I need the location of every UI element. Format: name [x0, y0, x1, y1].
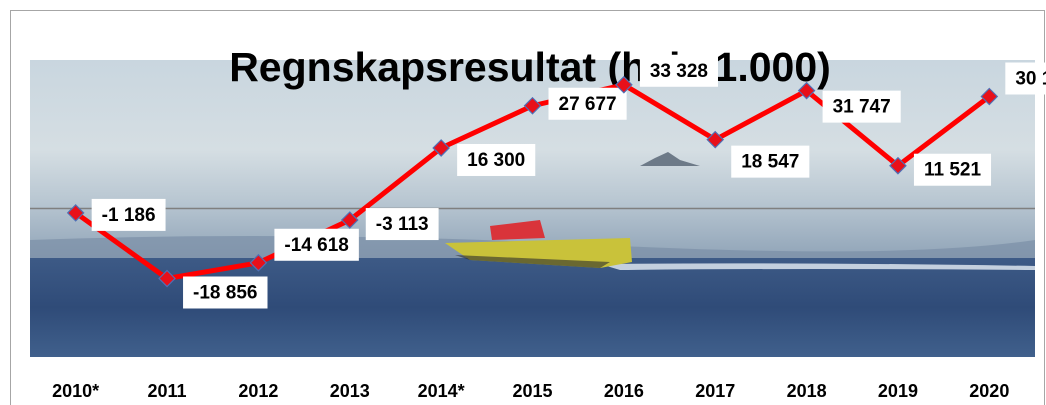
- chart: Regnskapsresultat (hele 1.000) 2010* 2011…: [0, 0, 1046, 405]
- x-tick-label: 2020: [969, 381, 1009, 401]
- page: {"chart_data": {"type": "line", "title":…: [0, 0, 1046, 405]
- x-tick-label: 2016: [604, 381, 644, 401]
- x-tick-label: 2012: [238, 381, 278, 401]
- value-label: 31 747: [833, 97, 891, 118]
- value-label: -14 618: [284, 235, 348, 256]
- value-label: 16 300: [467, 150, 525, 171]
- x-tick-label: 2017: [695, 381, 735, 401]
- value-label: 11 521: [924, 160, 981, 181]
- x-tick-label: 2010*: [52, 381, 99, 401]
- x-tick-label: 2011: [148, 381, 187, 401]
- x-tick-label: 2015: [512, 381, 552, 401]
- value-label: 30 168: [1015, 69, 1046, 90]
- value-label: -18 856: [193, 283, 257, 304]
- x-tick-label: 2019: [878, 381, 918, 401]
- value-label: 33 328: [650, 61, 708, 82]
- x-tick-label: 2013: [330, 381, 370, 401]
- value-label: 27 677: [559, 94, 617, 115]
- chart-title: Regnskapsresultat (hele 1.000): [229, 44, 831, 90]
- x-tick-label: 2014*: [418, 381, 465, 401]
- value-label: 18 547: [741, 152, 799, 173]
- value-label: -1 186: [102, 205, 156, 226]
- value-label: -3 113: [376, 214, 429, 235]
- x-tick-label: 2018: [787, 381, 827, 401]
